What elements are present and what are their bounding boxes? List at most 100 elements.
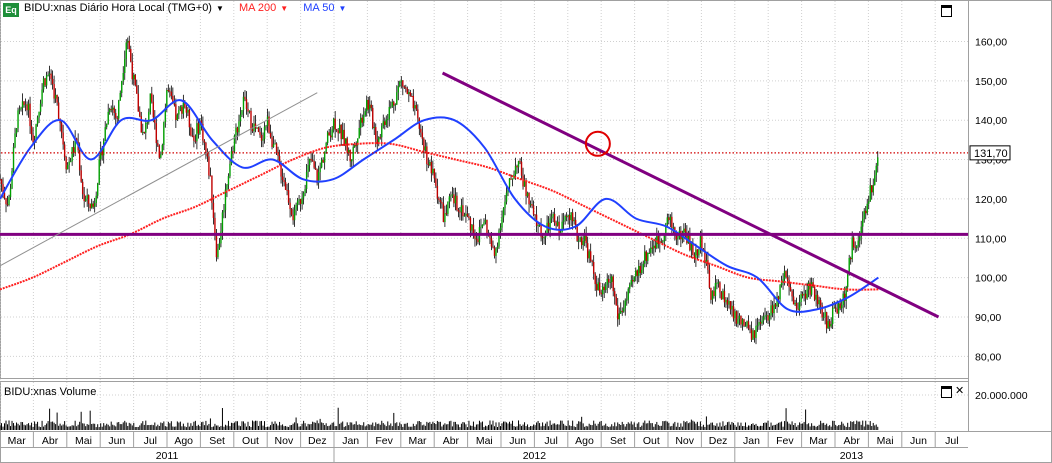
candle-body: [567, 215, 569, 217]
candle-body: [644, 251, 646, 264]
candle-body: [828, 321, 831, 327]
candle-body: [731, 305, 733, 310]
close-volume-icon[interactable]: ✕: [955, 385, 965, 397]
candle-body: [62, 132, 64, 145]
candle-body: [570, 212, 572, 221]
candle-body: [714, 283, 717, 297]
candle-body: [523, 180, 526, 187]
candle-body: [813, 286, 816, 300]
candle-body: [538, 224, 541, 226]
candle-body: [370, 104, 372, 108]
equity-badge[interactable]: Eq: [3, 3, 19, 17]
candle-body: [433, 168, 436, 179]
candle-body: [68, 161, 70, 165]
candle-body: [211, 175, 213, 203]
candle-body: [502, 208, 505, 218]
candle-body: [541, 236, 544, 238]
candle-body: [734, 311, 736, 319]
candle-body: [100, 148, 102, 160]
candle-body: [250, 110, 252, 129]
candle-body: [686, 232, 688, 244]
ma50-dropdown-icon[interactable]: ▼: [338, 4, 347, 13]
maximize-price-icon[interactable]: [941, 5, 952, 17]
candle-body: [372, 107, 374, 129]
candle-body: [633, 276, 635, 282]
candle-body: [296, 200, 299, 205]
candle-body: [711, 290, 714, 300]
candle-body: [104, 127, 106, 141]
candle-body: [78, 150, 81, 171]
candle-body: [149, 93, 151, 112]
month-label: Ago: [174, 435, 193, 447]
candle-body: [737, 319, 739, 324]
candle-body: [320, 159, 323, 168]
candle-body: [384, 121, 386, 125]
candle-body: [247, 109, 249, 112]
candle-body: [265, 125, 267, 127]
candle-body: [47, 74, 49, 76]
candle-body: [169, 90, 171, 92]
candle-body: [202, 123, 204, 141]
candle-body: [481, 224, 484, 227]
candle-body: [574, 219, 577, 225]
month-label: Mar: [8, 435, 27, 447]
candle-body: [329, 135, 332, 138]
ma200-label[interactable]: MA 200: [238, 2, 277, 14]
candle-body: [131, 61, 133, 80]
candle-body: [863, 210, 865, 219]
candle-body: [513, 174, 515, 179]
ma200-dropdown-icon[interactable]: ▼: [280, 4, 289, 13]
candle-body: [669, 216, 672, 221]
candle-body: [154, 117, 156, 124]
maximize-volume-icon[interactable]: [941, 386, 952, 398]
candle-body: [69, 161, 72, 163]
candle-body: [741, 319, 744, 325]
candle-body: [89, 203, 91, 209]
month-label: Jun: [108, 435, 125, 447]
month-label: Fev: [375, 435, 393, 447]
y-tick-label: 90,00: [975, 312, 1001, 324]
candle-body: [710, 287, 712, 300]
candle-body: [776, 296, 778, 307]
candle-body: [821, 305, 823, 318]
candle-body: [400, 80, 403, 82]
candle-body: [510, 178, 512, 180]
candle-body: [552, 213, 554, 217]
candle-body: [203, 140, 206, 143]
candle-body: [390, 106, 392, 108]
symbol-label[interactable]: BIDU:xnas Diário Hora Local (TMG+0): [24, 2, 212, 14]
candle-body: [699, 236, 702, 250]
candle-body: [388, 106, 390, 120]
candle-body: [332, 118, 335, 130]
ma50-label[interactable]: MA 50: [303, 2, 335, 14]
candle-body: [176, 114, 179, 120]
candle-body: [462, 205, 464, 217]
candle-body: [764, 315, 766, 317]
candle-body: [361, 117, 363, 123]
symbol-dropdown-icon[interactable]: ▼: [215, 4, 224, 13]
volume-axis: 20.000.000: [1, 390, 1028, 402]
candle-body: [278, 156, 281, 164]
candle-body: [492, 246, 494, 248]
candle-body: [816, 294, 819, 305]
candle-body: [166, 89, 168, 108]
candle-body: [806, 289, 808, 299]
candle-body: [160, 154, 162, 158]
candle-body: [344, 138, 347, 146]
y-tick-label: 100,00: [975, 273, 1007, 285]
candle-body: [331, 129, 333, 138]
candle-body: [550, 216, 553, 219]
candle-body: [393, 101, 395, 106]
candle-body: [248, 110, 251, 112]
month-label: Mar: [809, 435, 828, 447]
candle-body: [516, 165, 518, 168]
y-tick-label: 140,00: [975, 115, 1007, 127]
candle-body: [681, 236, 684, 240]
candle-body: [239, 114, 242, 122]
candle-body: [672, 227, 675, 229]
y-tick-label: 80,00: [975, 351, 1001, 363]
candle-body: [381, 125, 383, 138]
candle-body: [480, 226, 482, 228]
month-label: Set: [209, 435, 225, 447]
month-label: Out: [242, 435, 259, 447]
